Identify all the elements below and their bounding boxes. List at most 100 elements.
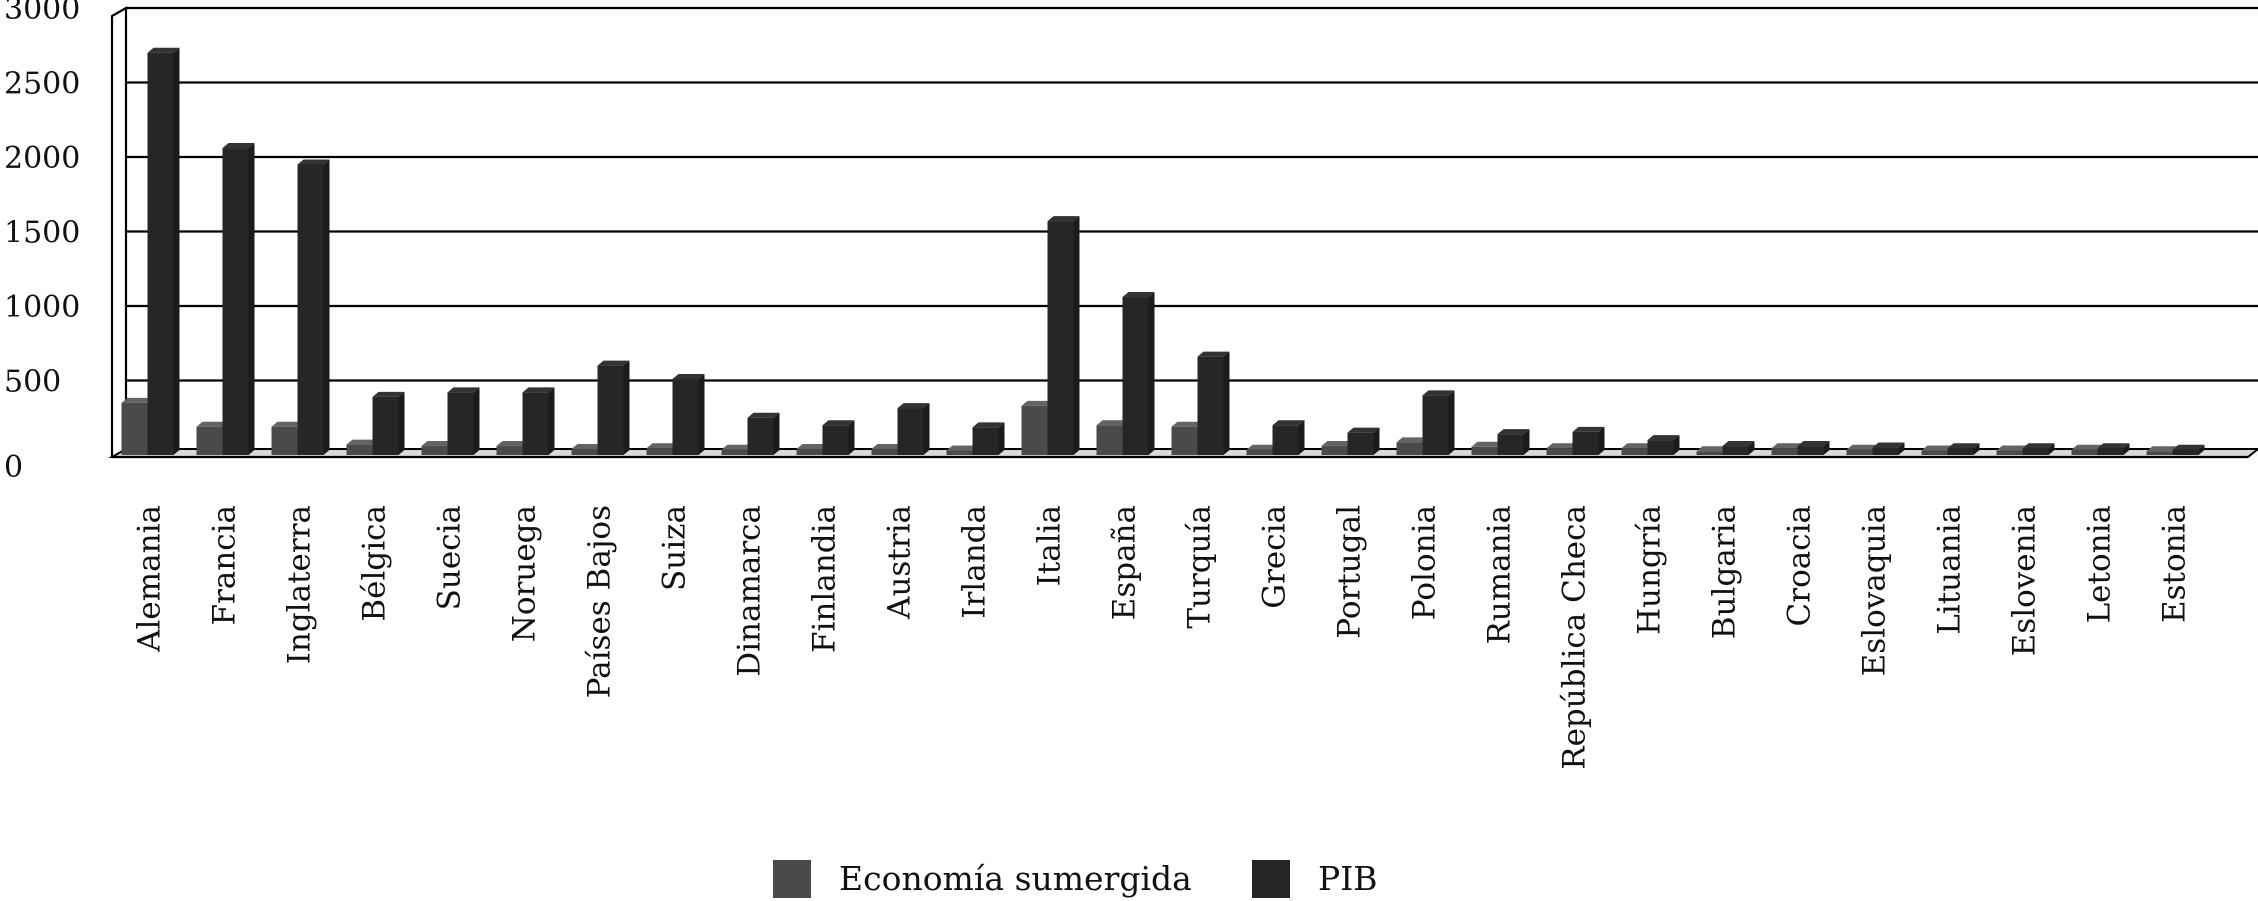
y-tick-label: 1500 (4, 216, 80, 251)
bar-front (346, 444, 373, 455)
bar (1497, 429, 1530, 455)
bar-top (1197, 351, 1230, 357)
x-tick-label: República Checa (1557, 505, 1593, 770)
x-tick-label: Letonia (2082, 505, 2118, 623)
x-tick-label: Bélgica (357, 505, 393, 622)
x-tick-label: Dinamarca (732, 505, 768, 677)
y-tick-label: 1000 (4, 290, 80, 325)
bar-front (2071, 449, 2098, 455)
bar-top (972, 422, 1005, 428)
legend-label: PIB (1318, 859, 1378, 898)
bar-front (1047, 221, 1074, 455)
x-tick-label: Suiza (657, 505, 693, 591)
x-tick-label: Países Bajos (582, 505, 618, 698)
bar-top (496, 441, 529, 447)
bar-top (522, 387, 555, 393)
bar-top (447, 387, 480, 393)
bar-side (2048, 443, 2055, 455)
bar-front (1122, 297, 1149, 455)
bar (1572, 426, 1605, 455)
bar-top (1947, 443, 1980, 449)
bar-top (871, 444, 904, 450)
bar-front (1396, 442, 1423, 455)
bar-top (597, 360, 630, 366)
x-tick-label: España (1107, 505, 1143, 620)
bar-front (1096, 425, 1123, 455)
bar-side (1073, 216, 1080, 455)
bar-top (1122, 292, 1155, 298)
x-tick-label: Suecia (432, 505, 468, 610)
bar (1347, 427, 1380, 455)
bar-top (2022, 443, 2055, 449)
bar-side (1748, 441, 1755, 455)
bar-top (346, 439, 379, 445)
bar-front (646, 448, 673, 455)
bar (2172, 444, 2205, 455)
bar-top (646, 443, 679, 449)
x-tick-label: Alemania (132, 505, 168, 653)
bar (1422, 390, 1455, 455)
bar-side (1448, 390, 1455, 455)
bar-side (698, 374, 705, 455)
bar-front (1797, 446, 1824, 455)
y-tick-label: 3000 (4, 0, 80, 27)
bar (1122, 292, 1155, 455)
bar-top (897, 403, 930, 409)
bar-side (248, 143, 255, 455)
bar-front (1422, 395, 1449, 455)
bar-front (421, 446, 448, 455)
legend-swatch (773, 860, 811, 898)
bar-top (747, 412, 780, 418)
bar-top (822, 420, 855, 426)
bar-side (323, 159, 330, 455)
bar-top (1621, 443, 1654, 449)
x-tick-label: Bulgaria (1707, 505, 1743, 639)
bar-side (1298, 420, 1305, 455)
bar-top (1846, 444, 1879, 450)
bar (447, 387, 480, 455)
y-axis-line (110, 6, 128, 457)
bar-top (1722, 441, 1755, 447)
bar-front (1321, 446, 1348, 455)
bar-front (721, 449, 748, 455)
bar-top (1696, 446, 1729, 452)
bar (597, 360, 630, 455)
bar-front (1497, 434, 1524, 455)
bar-front (2097, 448, 2124, 455)
bar-top (1321, 441, 1354, 447)
bar-side (998, 422, 1005, 455)
bar-top (1647, 435, 1680, 441)
bar-front (571, 449, 598, 455)
bar-front (1171, 426, 1198, 455)
bar-top (196, 421, 229, 427)
bar-front (1572, 431, 1599, 455)
bar (1872, 442, 1905, 455)
bar-front (196, 426, 223, 455)
bar-side (398, 391, 405, 455)
bar-front (2172, 449, 2199, 455)
bar-front (147, 52, 174, 455)
x-tick-label: Eslovaquia (1857, 505, 1893, 676)
bar-front (972, 427, 999, 455)
bar-front (1921, 450, 1948, 455)
bar-top (1497, 429, 1530, 435)
bar-top (2172, 444, 2205, 450)
bar-front (1272, 425, 1299, 455)
bar-top (946, 445, 979, 451)
bar-front (897, 408, 924, 455)
x-tick-label: Portugal (1332, 505, 1368, 639)
bar-front (1246, 449, 1273, 455)
x-tick-label: Grecia (1257, 505, 1293, 609)
x-tick-label: Turquía (1182, 505, 1218, 629)
bar-front (1647, 440, 1674, 455)
bar-top (372, 391, 405, 397)
bar-front (1471, 446, 1498, 455)
bar-front (496, 446, 523, 455)
bar-front (297, 164, 324, 455)
x-tick-label: Irlanda (957, 505, 993, 619)
bar-top (1396, 437, 1429, 443)
bar-side (773, 412, 780, 455)
y-tick-label: 2500 (4, 67, 80, 102)
bar-front (271, 426, 298, 455)
